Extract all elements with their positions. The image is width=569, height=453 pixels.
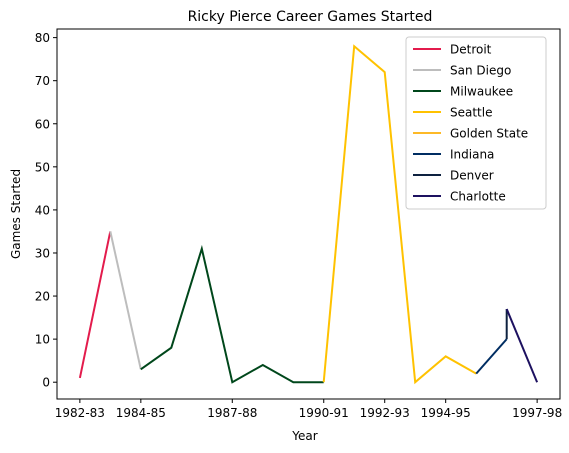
chart-title: Ricky Pierce Career Games Started (188, 9, 433, 25)
series-line-detroit (78, 231, 112, 379)
legend-label: Denver (450, 169, 494, 183)
legend-label: San Diego (450, 64, 511, 78)
y-axis: 0 10 20 30 40 50 60 70 80 (35, 31, 57, 390)
series-line-san-diego (109, 231, 142, 370)
x-tick-label: 1990-91 (299, 406, 349, 420)
x-tick-label: 1992-93 (360, 406, 410, 420)
legend-label: Indiana (450, 148, 494, 162)
x-tick-label: 1982-83 (55, 406, 105, 420)
y-tick-label: 20 (35, 290, 50, 304)
y-tick-label: 70 (35, 74, 50, 88)
legend-label: Golden State (450, 127, 528, 141)
legend-label: Milwaukee (450, 85, 513, 99)
legend: Detroit San Diego Milwaukee Seattle Golden S… (405, 36, 547, 210)
legend-label: Charlotte (450, 190, 506, 204)
x-axis-label: Year (291, 429, 317, 443)
y-tick-label: 50 (35, 160, 50, 174)
y-axis-label: Games Started (9, 169, 23, 259)
x-tick-label: 1987-88 (207, 406, 257, 420)
x-tick-label: 1984-85 (116, 406, 166, 420)
y-tick-label: 40 (35, 203, 50, 217)
y-tick-label: 0 (42, 376, 50, 390)
series-line-indiana (475, 338, 508, 375)
legend-label: Seattle (450, 106, 492, 120)
legend-box (405, 36, 547, 210)
x-axis: 1982-83 1984-85 1987-88 1990-91 1992-93 1994-… (55, 399, 562, 420)
series-line-seattle (322, 44, 477, 385)
series-line-charlotte (505, 308, 539, 383)
y-tick-label: 60 (35, 117, 50, 131)
y-tick-label: 80 (35, 31, 50, 45)
legend-label: Detroit (450, 43, 492, 57)
series-line-milwaukee (140, 244, 324, 384)
x-tick-label: 1994-95 (421, 406, 471, 420)
y-tick-label: 30 (35, 246, 50, 260)
plot-area-frame (56, 28, 561, 400)
x-tick-label: 1997-98 (512, 406, 562, 420)
series-layer (78, 44, 539, 385)
y-tick-label: 10 (35, 333, 50, 347)
